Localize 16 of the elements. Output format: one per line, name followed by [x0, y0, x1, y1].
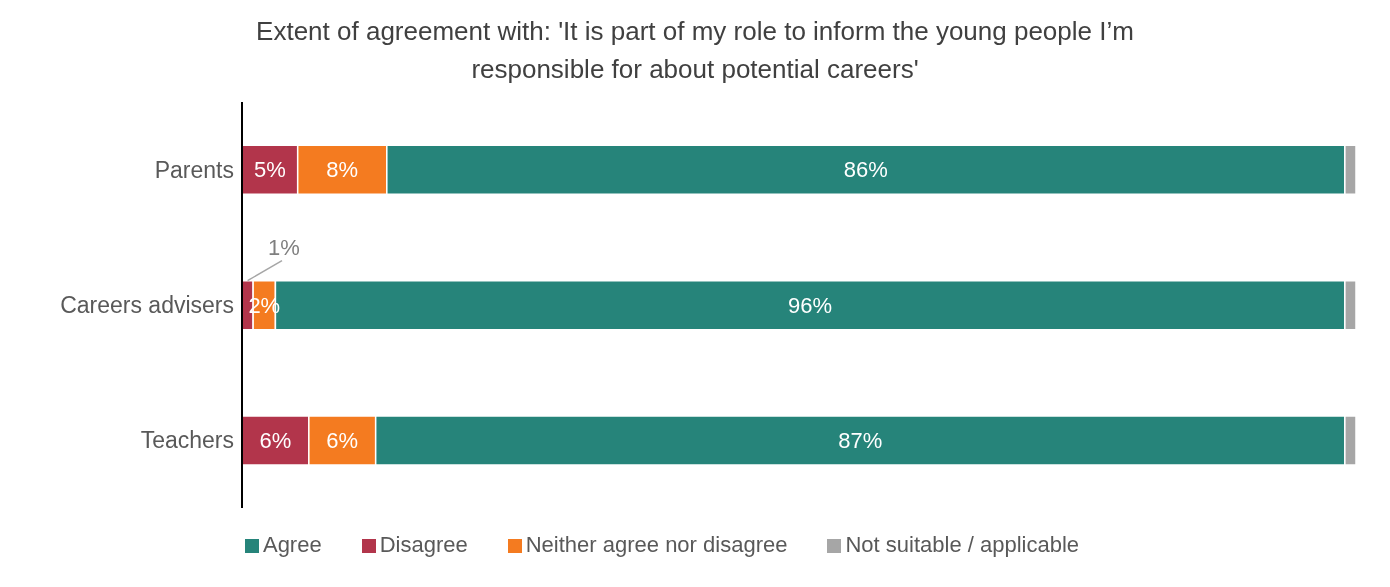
legend-label: Not suitable / applicable: [845, 532, 1080, 557]
chart-title: Extent of agreement with: 'It is part of my role to inform the young people I’m responsible for about potential careers': [255, 15, 1135, 86]
data-label: 1%: [268, 234, 300, 260]
data-label: 87%: [838, 427, 883, 453]
data-label: 6%: [259, 427, 292, 453]
data-label: 86%: [843, 157, 888, 183]
y-tick-label: Parents: [154, 156, 234, 183]
data-label: 6%: [326, 427, 359, 453]
legend-label: Neither agree nor disagree: [525, 532, 788, 557]
y-tick-label: Careers advisers: [60, 292, 234, 319]
data-label: 96%: [788, 292, 833, 318]
data-label: 5%: [253, 157, 286, 183]
legend-label: Agree: [262, 532, 322, 557]
data-label: 8%: [326, 157, 359, 183]
y-tick-label: Teachers: [140, 427, 234, 454]
legend-label: Disagree: [379, 532, 468, 557]
